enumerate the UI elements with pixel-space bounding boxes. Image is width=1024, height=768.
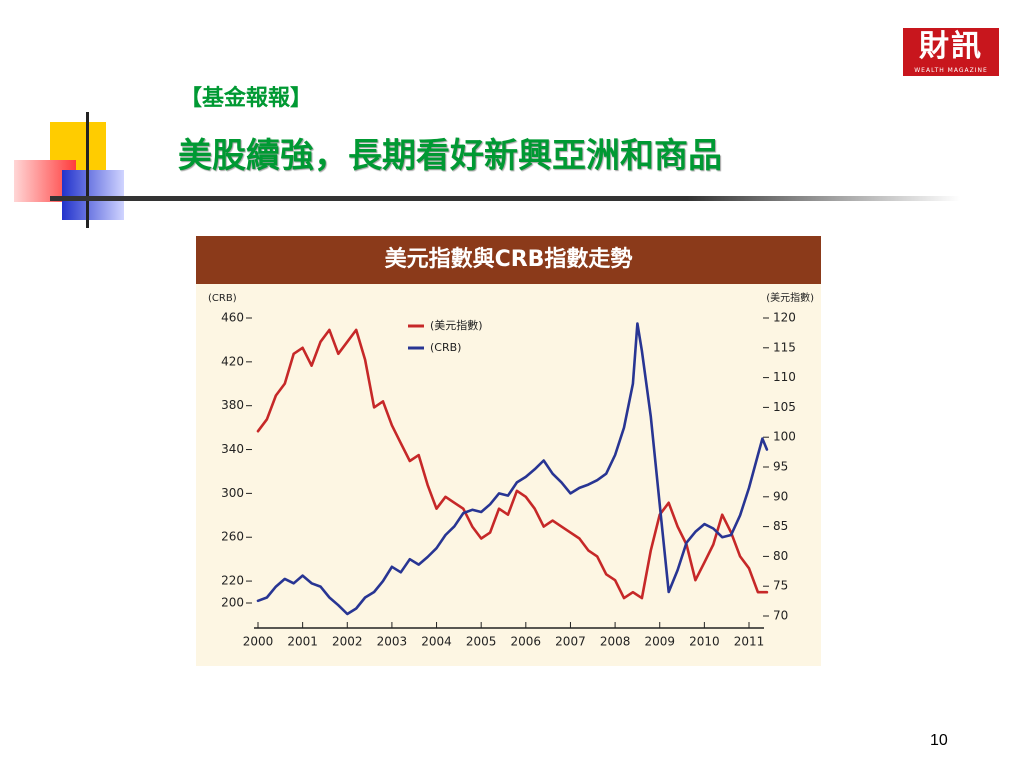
x-tick-label: 2011 [734,635,765,649]
logo-sub-text: WEALTH MAGAZINE [903,66,999,76]
x-tick-label: 2002 [332,635,363,649]
legend-label: (CRB) [430,341,461,354]
x-tick-label: 2008 [600,635,631,649]
decor-blue-square [62,170,124,220]
chart-panel: 美元指數與CRB指數走勢 (CRB) (美元指數) 460 420 380 340 300 2… [196,236,821,666]
left-tick-label: 260 [221,530,244,544]
right-tick-label: 105 [773,400,796,414]
right-tick-label: 120 [773,311,796,325]
left-tick-label: 200 [221,596,244,610]
x-tick-label: 2000 [243,635,274,649]
left-tick-label: 460 [221,311,244,325]
header-rule [50,196,960,201]
left-axis-unit-label: (CRB) [208,293,237,304]
x-tick-label: 2004 [421,635,452,649]
right-tick-label: 80 [773,549,788,563]
x-tick-label: 2006 [511,635,542,649]
right-tick-label: 85 [773,519,788,533]
slide-subtitle: 【基金報報】 [180,85,313,111]
left-tick-label: 220 [221,574,244,588]
right-tick-label: 90 [773,489,788,503]
right-axis-unit-label: (美元指數) [766,291,814,304]
x-tick-label: 2007 [555,635,586,649]
chart-plot: (CRB) (美元指數)46042038034030026022020012011… [208,291,814,649]
crb-index-line [256,322,769,616]
x-tick-label: 2001 [287,635,318,649]
x-tick-label: 2003 [377,635,408,649]
right-tick-label: 75 [773,579,788,593]
right-tick-label: 95 [773,460,788,474]
x-tick-label: 2009 [644,635,675,649]
right-tick-label: 70 [773,609,788,623]
slide-title: 美股續強，長期看好新興亞洲和商品 [178,136,722,176]
decor-vertical-line [86,112,89,228]
left-tick-label: 300 [221,486,244,500]
legend-label: (美元指數) [430,318,483,332]
logo-main-text: 財訊 [919,29,983,64]
left-tick-label: 340 [221,442,244,456]
usd-index-line [256,328,769,600]
left-tick-label: 420 [221,354,244,368]
x-tick-label: 2010 [689,635,720,649]
page-number: 10 [930,732,948,749]
left-tick-label: 380 [221,398,244,412]
x-tick-label: 2005 [466,635,497,649]
chart-header: 美元指數與CRB指數走勢 [196,236,821,284]
chart-title: 美元指數與CRB指數走勢 [384,247,633,272]
right-tick-label: 115 [773,340,796,354]
right-tick-label: 110 [773,370,796,384]
right-tick-label: 100 [773,430,796,444]
wealth-magazine-logo: 財訊 WEALTH MAGAZINE [903,28,999,76]
